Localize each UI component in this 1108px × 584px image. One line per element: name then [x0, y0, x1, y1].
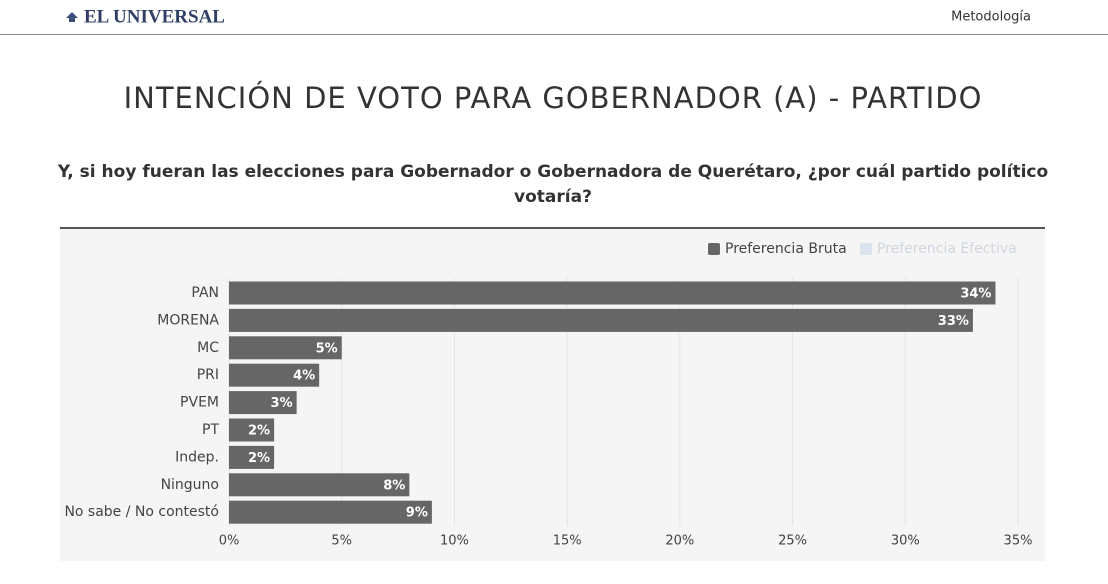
data-label: 2% — [248, 451, 270, 466]
legend-label[interactable]: Preferencia Bruta — [725, 241, 847, 257]
x-tick-label: 5% — [331, 534, 352, 549]
y-tick-label: Indep. — [175, 449, 219, 465]
y-tick-label: PAN — [191, 285, 219, 301]
y-tick-label: PRI — [197, 367, 219, 383]
data-label: 3% — [271, 396, 293, 411]
logo-text: EL UNIVERSAL — [84, 6, 225, 27]
bar — [229, 363, 320, 387]
legend-label[interactable]: Preferencia Efectiva — [877, 241, 1017, 257]
bar — [229, 336, 342, 360]
x-tick-label: 10% — [440, 534, 469, 549]
y-tick-label: PVEM — [180, 395, 219, 411]
data-label: 33% — [938, 314, 969, 329]
bar — [229, 500, 432, 524]
bar — [229, 473, 410, 497]
bar — [229, 445, 275, 469]
site-logo[interactable]: EL UNIVERSAL — [66, 6, 225, 27]
legend-swatch — [708, 243, 720, 255]
x-tick-label: 30% — [891, 534, 920, 549]
logo-emblem — [66, 12, 78, 22]
x-tick-label: 35% — [1004, 534, 1033, 549]
bar — [229, 281, 996, 305]
data-label: 2% — [248, 424, 270, 439]
y-tick-label: MORENA — [157, 312, 219, 328]
x-tick-label: 25% — [778, 534, 807, 549]
chart-subtitle: Y, si hoy fueran las elecciones para Gob… — [57, 162, 1048, 207]
bar — [229, 308, 973, 332]
data-label: 4% — [293, 369, 315, 384]
y-tick-label: No sabe / No contestó — [64, 504, 219, 520]
data-label: 5% — [316, 341, 338, 356]
methodology-link[interactable]: Metodología — [951, 10, 1031, 25]
data-label: 34% — [960, 287, 991, 302]
y-tick-label: MC — [197, 340, 219, 356]
data-label: 9% — [406, 506, 428, 521]
plot: 0% 5% 10% 15% 20% 25% 30% 35% Preferencia Bruta P… — [64, 241, 1032, 549]
y-tick-label: Ninguno — [161, 477, 219, 493]
legend-swatch — [860, 243, 872, 255]
chart-title: INTENCIÓN DE VOTO PARA GOBERNADOR (A) - … — [124, 81, 983, 115]
data-label: 8% — [383, 478, 405, 493]
x-tick-label: 15% — [553, 534, 582, 549]
x-tick-label: 20% — [665, 534, 694, 549]
bar — [229, 391, 297, 415]
y-tick-label: PT — [202, 422, 219, 438]
x-tick-label: 0% — [219, 534, 240, 549]
bar — [229, 418, 275, 442]
